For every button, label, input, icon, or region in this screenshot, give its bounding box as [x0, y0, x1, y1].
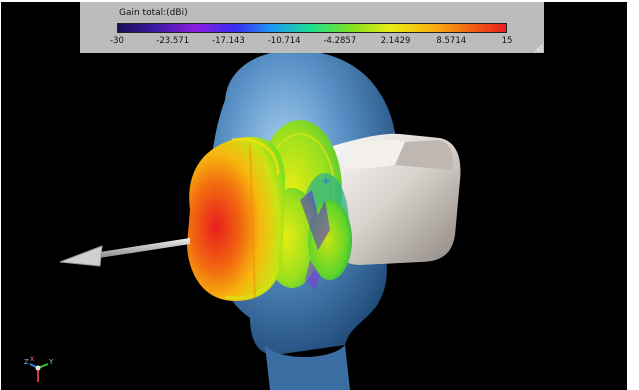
- radiation-main-lobe: [187, 136, 285, 301]
- legend-tick-label: -4.2857: [323, 36, 357, 46]
- resize-grip-icon[interactable]: [534, 43, 544, 53]
- device-model: [319, 133, 461, 265]
- legend-title: Gain total:(dBi): [119, 8, 188, 18]
- legend-tick-label: -17.143: [212, 36, 245, 46]
- frame-top-border: [0, 0, 639, 2]
- legend-tick-label: -10.714: [267, 36, 301, 46]
- axis-label-y: Y: [48, 358, 54, 366]
- legend-tick-label: 15: [501, 36, 513, 46]
- rotation-center-marker: [323, 178, 329, 184]
- legend-tick-label: 8.5714: [436, 36, 467, 46]
- frame-left-border: [0, 0, 1, 390]
- axis-label-x: X: [30, 356, 34, 363]
- legend-tick-label: -30: [110, 36, 124, 46]
- legend-tick-label: 2.1429: [380, 36, 411, 46]
- legend-colorbar: [117, 23, 507, 33]
- axis-label-z: Z: [24, 358, 29, 366]
- frame-right-border: [627, 0, 639, 390]
- legend-tick-label: -23.571: [156, 36, 190, 46]
- gain-legend-panel: Gain total:(dBi) -30 -23.571 -17.143 -10.71…: [80, 2, 544, 53]
- coordinate-triad-icon: Z Y X: [22, 352, 62, 390]
- max-gain-direction-arrow: [59, 238, 190, 267]
